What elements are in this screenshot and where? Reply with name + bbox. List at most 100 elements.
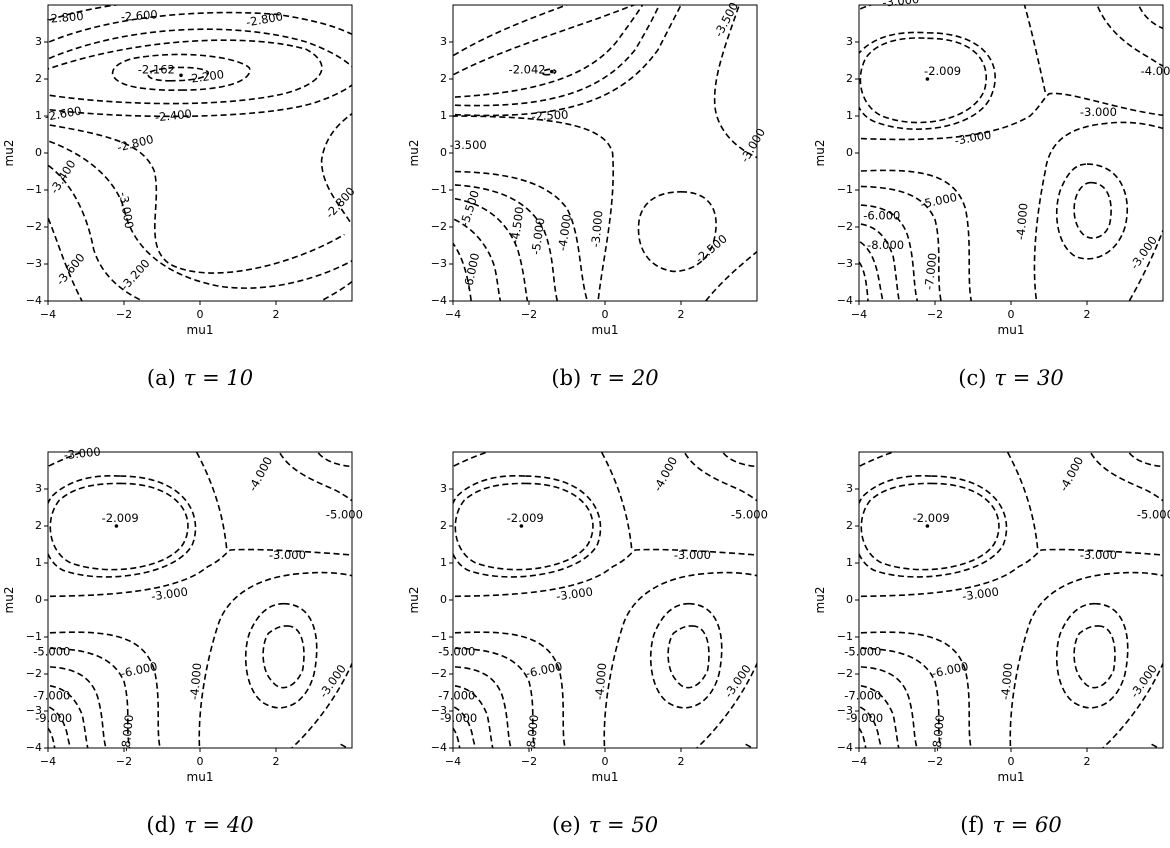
contour-line — [453, 5, 637, 76]
contour-level-label: -5.000 — [326, 507, 363, 521]
x-tick-label: 0 — [197, 308, 204, 321]
contour-level-label: -3.000 — [63, 444, 101, 462]
y-axis-label: mu2 — [407, 587, 421, 614]
x-tick-label: −2 — [116, 308, 132, 321]
x-tick-label: 2 — [678, 755, 685, 768]
y-axis-label: mu2 — [813, 587, 827, 614]
contour-line — [320, 112, 352, 227]
contour-line — [48, 123, 345, 274]
contour-level-label: -5.000 — [844, 644, 881, 658]
contour-line — [859, 475, 1008, 578]
y-tick-label: 2 — [35, 72, 42, 85]
contour-level-label: -2.009 — [507, 511, 544, 525]
contour-level-label: -9.000 — [440, 711, 477, 725]
contour-level-label: -4.000 — [187, 662, 204, 700]
contour-line — [721, 452, 757, 468]
panel-a: -2.800 -2.600 -2.800 -2.162 -2.200 -2.600 -2.4… — [2, 4, 358, 390]
contour-line — [1009, 571, 1163, 748]
contour-level-label: -5.000 — [438, 644, 475, 658]
contour-level-label: -8.000 — [867, 238, 904, 252]
caption-tau: τ = 40 — [184, 813, 253, 837]
contour-level-label: -2.600 — [44, 104, 83, 124]
contour-line — [48, 548, 352, 598]
contour-level-label: -5.000 — [919, 190, 958, 211]
contour-line — [453, 217, 502, 301]
x-axis-label: mu1 — [592, 323, 619, 337]
y-tick-label: −3 — [26, 704, 42, 717]
contour-line — [860, 482, 1000, 571]
y-axis-label: mu2 — [2, 140, 16, 167]
y-tick-label: −1 — [26, 630, 42, 643]
contour-line — [48, 647, 131, 748]
panel-f: -4.000 -5.000 -2.009 -3.000 -3.000 -5.000 -6.0… — [813, 451, 1170, 837]
contour-line — [453, 631, 566, 748]
contour-line — [637, 191, 717, 273]
contour-line — [262, 625, 305, 689]
contour-line — [454, 482, 594, 571]
contour-line — [453, 5, 682, 117]
contour-lines — [453, 452, 757, 748]
contour-level-label: -3.000 — [588, 210, 605, 248]
contour-level-label: -3.200 — [117, 256, 152, 293]
y-tick-label: 1 — [846, 109, 853, 122]
contour-line — [453, 5, 644, 98]
contour-level-label: -3.000 — [116, 191, 136, 230]
contour-line — [667, 625, 710, 689]
x-tick-label: −4 — [445, 308, 461, 321]
contour-line — [1006, 452, 1039, 549]
contour-level-label: -4.000 — [1056, 454, 1086, 493]
contour-line — [453, 5, 660, 107]
plot-frame — [858, 451, 1164, 749]
maximum-point — [519, 524, 524, 528]
y-tick-label: −2 — [837, 667, 853, 680]
contour-level-label: -2.500 — [531, 108, 569, 124]
y-tick-label: −2 — [837, 220, 853, 233]
contour-level-label: -8.000 — [523, 714, 541, 752]
y-tick-label: −1 — [837, 630, 853, 643]
contour-level-label: -5.000 — [528, 217, 547, 256]
contour-level-label: -7.000 — [438, 689, 475, 703]
contour-line — [859, 631, 972, 748]
contour-line — [147, 66, 210, 82]
x-tick-label: −4 — [445, 755, 461, 768]
contour-line — [48, 684, 89, 748]
contour-level-label: -2.800 — [116, 132, 155, 155]
y-tick-label: 2 — [35, 519, 42, 532]
y-tick-label: 3 — [35, 482, 42, 495]
contour-level-label: -2.600 — [120, 7, 158, 24]
contour-line — [859, 222, 901, 301]
y-axis-label: mu2 — [407, 140, 421, 167]
y-tick-label: −1 — [431, 630, 447, 643]
y-tick-label: −4 — [837, 741, 853, 754]
contour-line — [859, 452, 896, 468]
contour-line — [48, 705, 72, 748]
contour-line — [195, 452, 228, 549]
caption-prefix: (f) — [960, 813, 984, 837]
panel-e: -4.000 -5.000 -2.009 -3.000 -3.000 -5.000 -6.0… — [407, 451, 768, 837]
x-tick-label: 2 — [273, 755, 280, 768]
y-tick-label: −2 — [26, 667, 42, 680]
caption-tau: τ = 20 — [589, 366, 658, 390]
contour-level-label: -2.800 — [323, 184, 358, 221]
contour-level-label: -3.000 — [961, 584, 1000, 603]
contour-level-label: -6.000 — [525, 659, 564, 680]
caption-tau: τ = 60 — [992, 813, 1061, 837]
contour-line — [453, 705, 477, 748]
contour-line — [453, 647, 536, 748]
contour-line — [48, 164, 145, 301]
contour-level-label: -7.000 — [33, 689, 70, 703]
contour-line — [1023, 5, 1046, 93]
contour-level-label: -6.000 — [931, 659, 970, 680]
x-axis-label: mu1 — [187, 770, 214, 784]
contour-lines — [859, 5, 1163, 301]
contour-line — [453, 548, 757, 598]
contour-level-label: -8.000 — [929, 714, 947, 752]
contour-line — [278, 452, 352, 502]
y-tick-label: 0 — [440, 593, 447, 606]
contour-line — [1096, 5, 1163, 68]
plot-frame — [47, 451, 353, 749]
contour-line — [453, 475, 602, 578]
subfigure-caption: (a) τ = 10 — [147, 366, 253, 390]
y-tick-label: 1 — [440, 556, 447, 569]
y-tick-label: 0 — [846, 146, 853, 159]
